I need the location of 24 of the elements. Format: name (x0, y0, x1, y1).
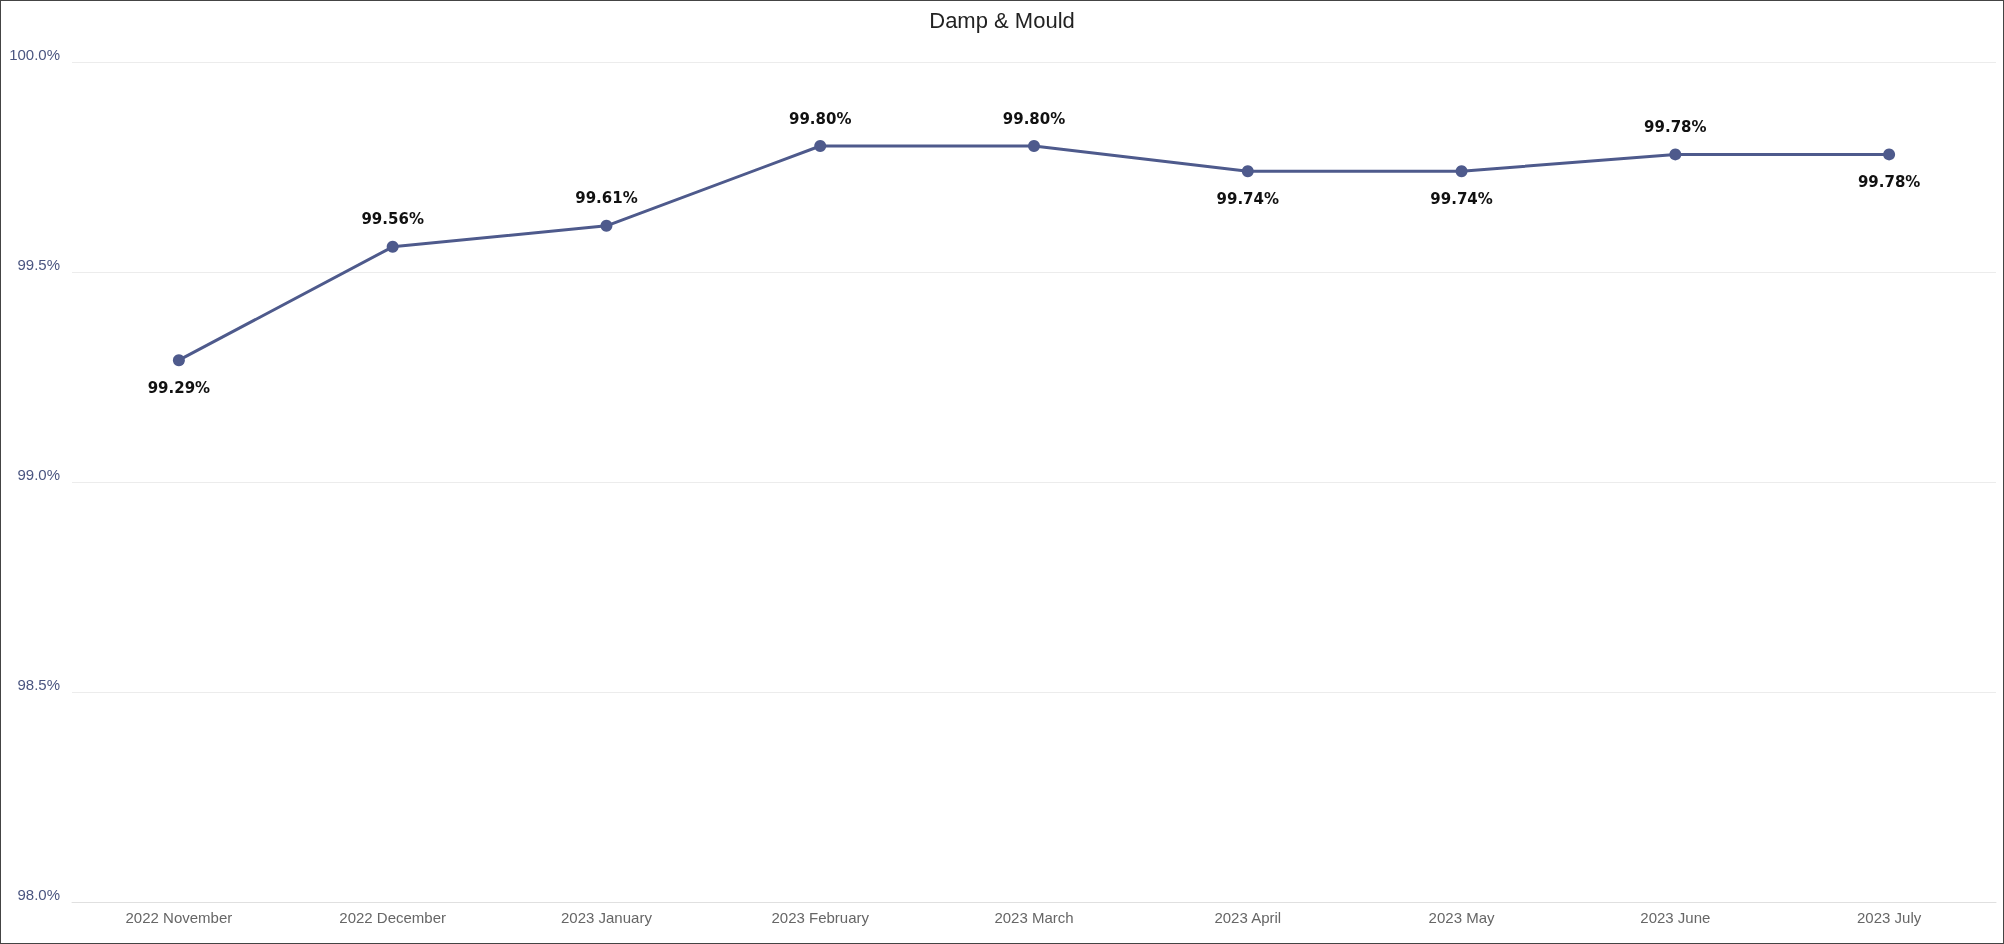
data-label: 99.56% (361, 210, 424, 229)
data-label: 99.80% (1002, 109, 1066, 128)
x-tick-label: 2023 June (1640, 909, 1711, 926)
x-tick-label: 2023 April (1214, 909, 1282, 926)
x-tick-label: 2022 November (125, 909, 233, 926)
data-label: 99.29% (147, 378, 211, 397)
y-tick-label: 100.0% (9, 46, 60, 63)
data-label: 99.78% (1644, 117, 1707, 136)
data-label: 99.74% (1430, 189, 1493, 208)
data-label: 99.74% (1216, 189, 1280, 208)
x-tick-label: 2023 July (1857, 909, 1922, 926)
chart-title: Damp & Mould (929, 7, 1075, 33)
x-tick-label: 2023 May (1428, 909, 1495, 926)
x-tick-label: 2023 January (560, 909, 653, 926)
x-tick-label: 2023 March (994, 909, 1074, 926)
x-tick-label: 2023 February (771, 909, 870, 926)
data-label: 99.61% (575, 189, 638, 208)
data-label: 99.78% (1857, 172, 1921, 191)
y-tick-label: 99.5% (17, 256, 60, 273)
y-tick-label: 98.0% (17, 886, 60, 903)
y-tick-label: 98.5% (17, 676, 60, 693)
data-label: 99.80% (788, 109, 852, 128)
x-tick-label: 2022 December (339, 909, 447, 926)
y-tick-label: 99.0% (17, 466, 60, 483)
